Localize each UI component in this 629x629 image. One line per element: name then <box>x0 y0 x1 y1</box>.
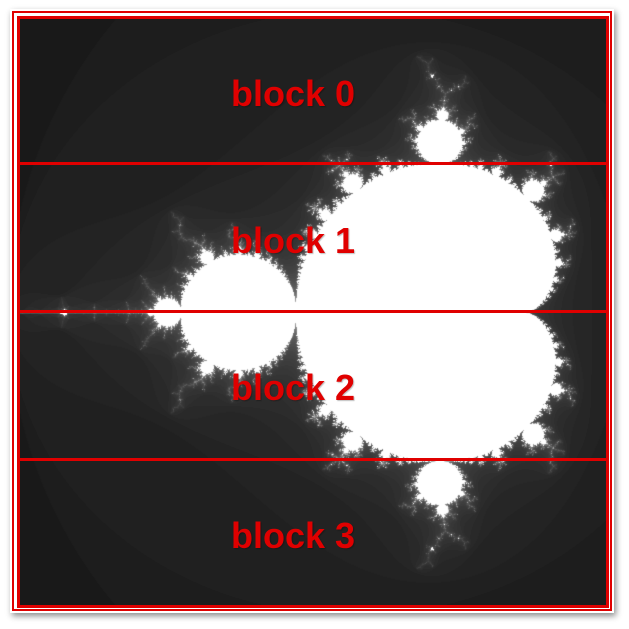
fractal-panel: block 0 block 1 block 2 block 3 <box>17 16 609 608</box>
block-1-label: block 1 <box>230 220 356 261</box>
block-0-label: block 0 <box>230 73 356 114</box>
block-divider-3 <box>20 458 606 461</box>
block-2-label: block 2 <box>230 367 356 408</box>
block-divider-1 <box>20 162 606 165</box>
outer-border <box>12 11 612 611</box>
block-3-label: block 3 <box>230 515 356 556</box>
block-divider-2 <box>20 310 606 313</box>
